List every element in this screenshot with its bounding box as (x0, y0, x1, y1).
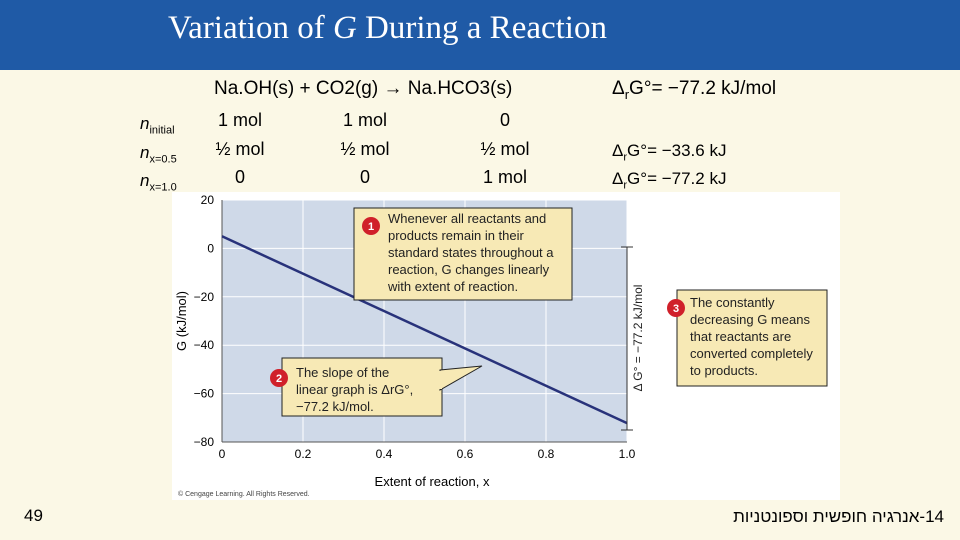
reaction-arrow: → (383, 78, 403, 99)
callout-2-line: linear graph is ΔrG°, (296, 382, 413, 397)
chart-figure: 20 0 −20 −40 −60 −80 0 0.2 0.4 0.6 0.8 1.0 Extent … (172, 192, 840, 500)
callout-3-text: The constantly decreasing G means that r… (690, 295, 816, 378)
chart-svg: 20 0 −20 −40 −60 −80 0 0.2 0.4 0.6 0.8 1.0 Extent … (174, 193, 828, 498)
bracket-label: Δ G° = −77.2 kJ/mol (631, 285, 645, 392)
slide-title: Variation of G During a Reaction (168, 10, 607, 47)
y-tick-label: 20 (201, 193, 215, 207)
callout-3: 3 The constantly decreasing G means that… (667, 289, 828, 387)
cell-naoh-half: ½ mol (215, 139, 265, 159)
row-label-full: nx=1.0 (140, 171, 177, 193)
reactant-2: CO2(g) (315, 78, 379, 99)
cell-naoh-initial: 1 mol (217, 110, 262, 130)
g-symbol: G° (627, 169, 648, 188)
callout-2: 2 The slope of the linear graph is ΔrG°,… (270, 357, 483, 417)
y-tick-label: −60 (194, 387, 215, 401)
delta-sub: r (623, 151, 628, 164)
row-label-sub: initial (149, 124, 175, 137)
title-bar (0, 0, 960, 70)
delta-g-full: ΔrG°= −77.2 kJ (612, 169, 726, 191)
x-ticks: 0 0.2 0.4 0.6 0.8 1.0 (219, 447, 636, 461)
callout-1-text: Whenever all reactants and products rema… (387, 211, 557, 294)
badge-1-number: 1 (368, 221, 374, 233)
title-variable: G (332, 10, 357, 46)
reactant-1: Na.OH(s) (214, 78, 295, 99)
delta-g-bracket: Δ G° = −77.2 kJ/mol (621, 246, 645, 431)
y-tick-label: −80 (194, 435, 215, 449)
y-tick-label: 0 (207, 241, 214, 255)
page-number: 49 (24, 506, 43, 525)
badge-1 (362, 217, 380, 235)
callout-3-line: converted completely (690, 346, 813, 361)
callout-2-text: The slope of the linear graph is ΔrG°, −… (296, 365, 417, 414)
delta-sub: r (624, 86, 630, 102)
badge-2 (270, 369, 288, 387)
delta-sub: r (623, 179, 628, 192)
callout-1-box (353, 207, 573, 301)
y-tick-label: −40 (194, 338, 215, 352)
callout-3-box (676, 289, 828, 387)
row-label-sub: x=1.0 (149, 181, 177, 194)
callout-2-line: The slope of the (296, 365, 389, 380)
badge-3 (667, 299, 685, 317)
cell-naoh-full: 0 (234, 167, 245, 187)
cell-nahco3-initial: 0 (499, 110, 510, 130)
delta-symbol: Δ (612, 169, 624, 188)
y-tick-label: −20 (194, 290, 215, 304)
product: Na.HCO3(s) (407, 78, 513, 99)
callout-2-box (281, 357, 443, 417)
callout-1-line: with extent of reaction. (387, 279, 518, 294)
row-label-main: n (140, 114, 150, 133)
title-prefix: Variation of (168, 10, 333, 46)
delta-g-half: ΔrG°= −33.6 kJ (612, 141, 726, 163)
badge-2-number: 2 (276, 373, 282, 385)
x-tick-label: 0.2 (295, 447, 312, 461)
x-tick-label: 0.6 (457, 447, 474, 461)
plus-sign: + (299, 78, 311, 99)
row-label-main: n (140, 171, 150, 190)
delta-g-value: = −33.6 kJ (647, 141, 727, 160)
x-tick-label: 0 (219, 447, 226, 461)
callout-1-line: reaction, G changes linearly (388, 262, 550, 277)
callout-2-line: −77.2 kJ/mol. (296, 399, 374, 414)
title-suffix: During a Reaction (356, 10, 607, 46)
delta-g-value: = −77.2 kJ (647, 169, 727, 188)
row-label-sub: x=0.5 (149, 153, 177, 166)
y-ticks: 20 0 −20 −40 −60 −80 (194, 193, 215, 449)
y-axis-label: G (kJ/mol) (174, 291, 189, 351)
row-label-half: nx=0.5 (140, 143, 177, 165)
row-label-initial: ninitial (140, 114, 175, 136)
callout-3-line: decreasing G means (690, 312, 810, 327)
cell-nahco3-half: ½ mol (480, 139, 530, 159)
callout-3-line: The constantly (690, 295, 775, 310)
reaction-equation: Na.OH(s) + CO2(g) → Na.HCO3(s) (214, 78, 512, 100)
x-tick-label: 0.4 (376, 447, 393, 461)
callout-3-line: that reactants are (690, 329, 791, 344)
callout-1-line: standard states throughout a (388, 245, 554, 260)
g-symbol: G° (629, 78, 652, 99)
cell-co2-half: ½ mol (340, 139, 390, 159)
delta-g-value: = −77.2 kJ/mol (651, 78, 777, 99)
x-tick-label: 1.0 (619, 447, 636, 461)
row-label-main: n (140, 143, 150, 162)
callout-3-line: to products. (690, 363, 758, 378)
callout-1: 1 Whenever all reactants and products re… (353, 207, 573, 301)
footer-text: 14-אנרגיה חופשית וספונטניות (733, 507, 944, 526)
callout-1-line: Whenever all reactants and (388, 211, 546, 226)
cell-co2-initial: 1 mol (342, 110, 387, 130)
x-axis-label: Extent of reaction, x (375, 474, 490, 489)
callout-1-line: products remain in their (388, 228, 525, 243)
cell-nahco3-full: 1 mol (482, 167, 527, 187)
copyright-text: © Cengage Learning. All Rights Reserved. (178, 490, 310, 498)
callout-2-pointer-mask (438, 371, 442, 389)
delta-symbol: Δ (612, 141, 624, 160)
reaction-delta-g: ΔrG°= −77.2 kJ/mol (612, 78, 776, 102)
badge-3-number: 3 (673, 303, 679, 315)
g-symbol: G° (627, 141, 648, 160)
delta-symbol: Δ (612, 78, 625, 99)
x-tick-label: 0.8 (538, 447, 555, 461)
series-line (221, 235, 628, 425)
cell-co2-full: 0 (359, 167, 370, 187)
